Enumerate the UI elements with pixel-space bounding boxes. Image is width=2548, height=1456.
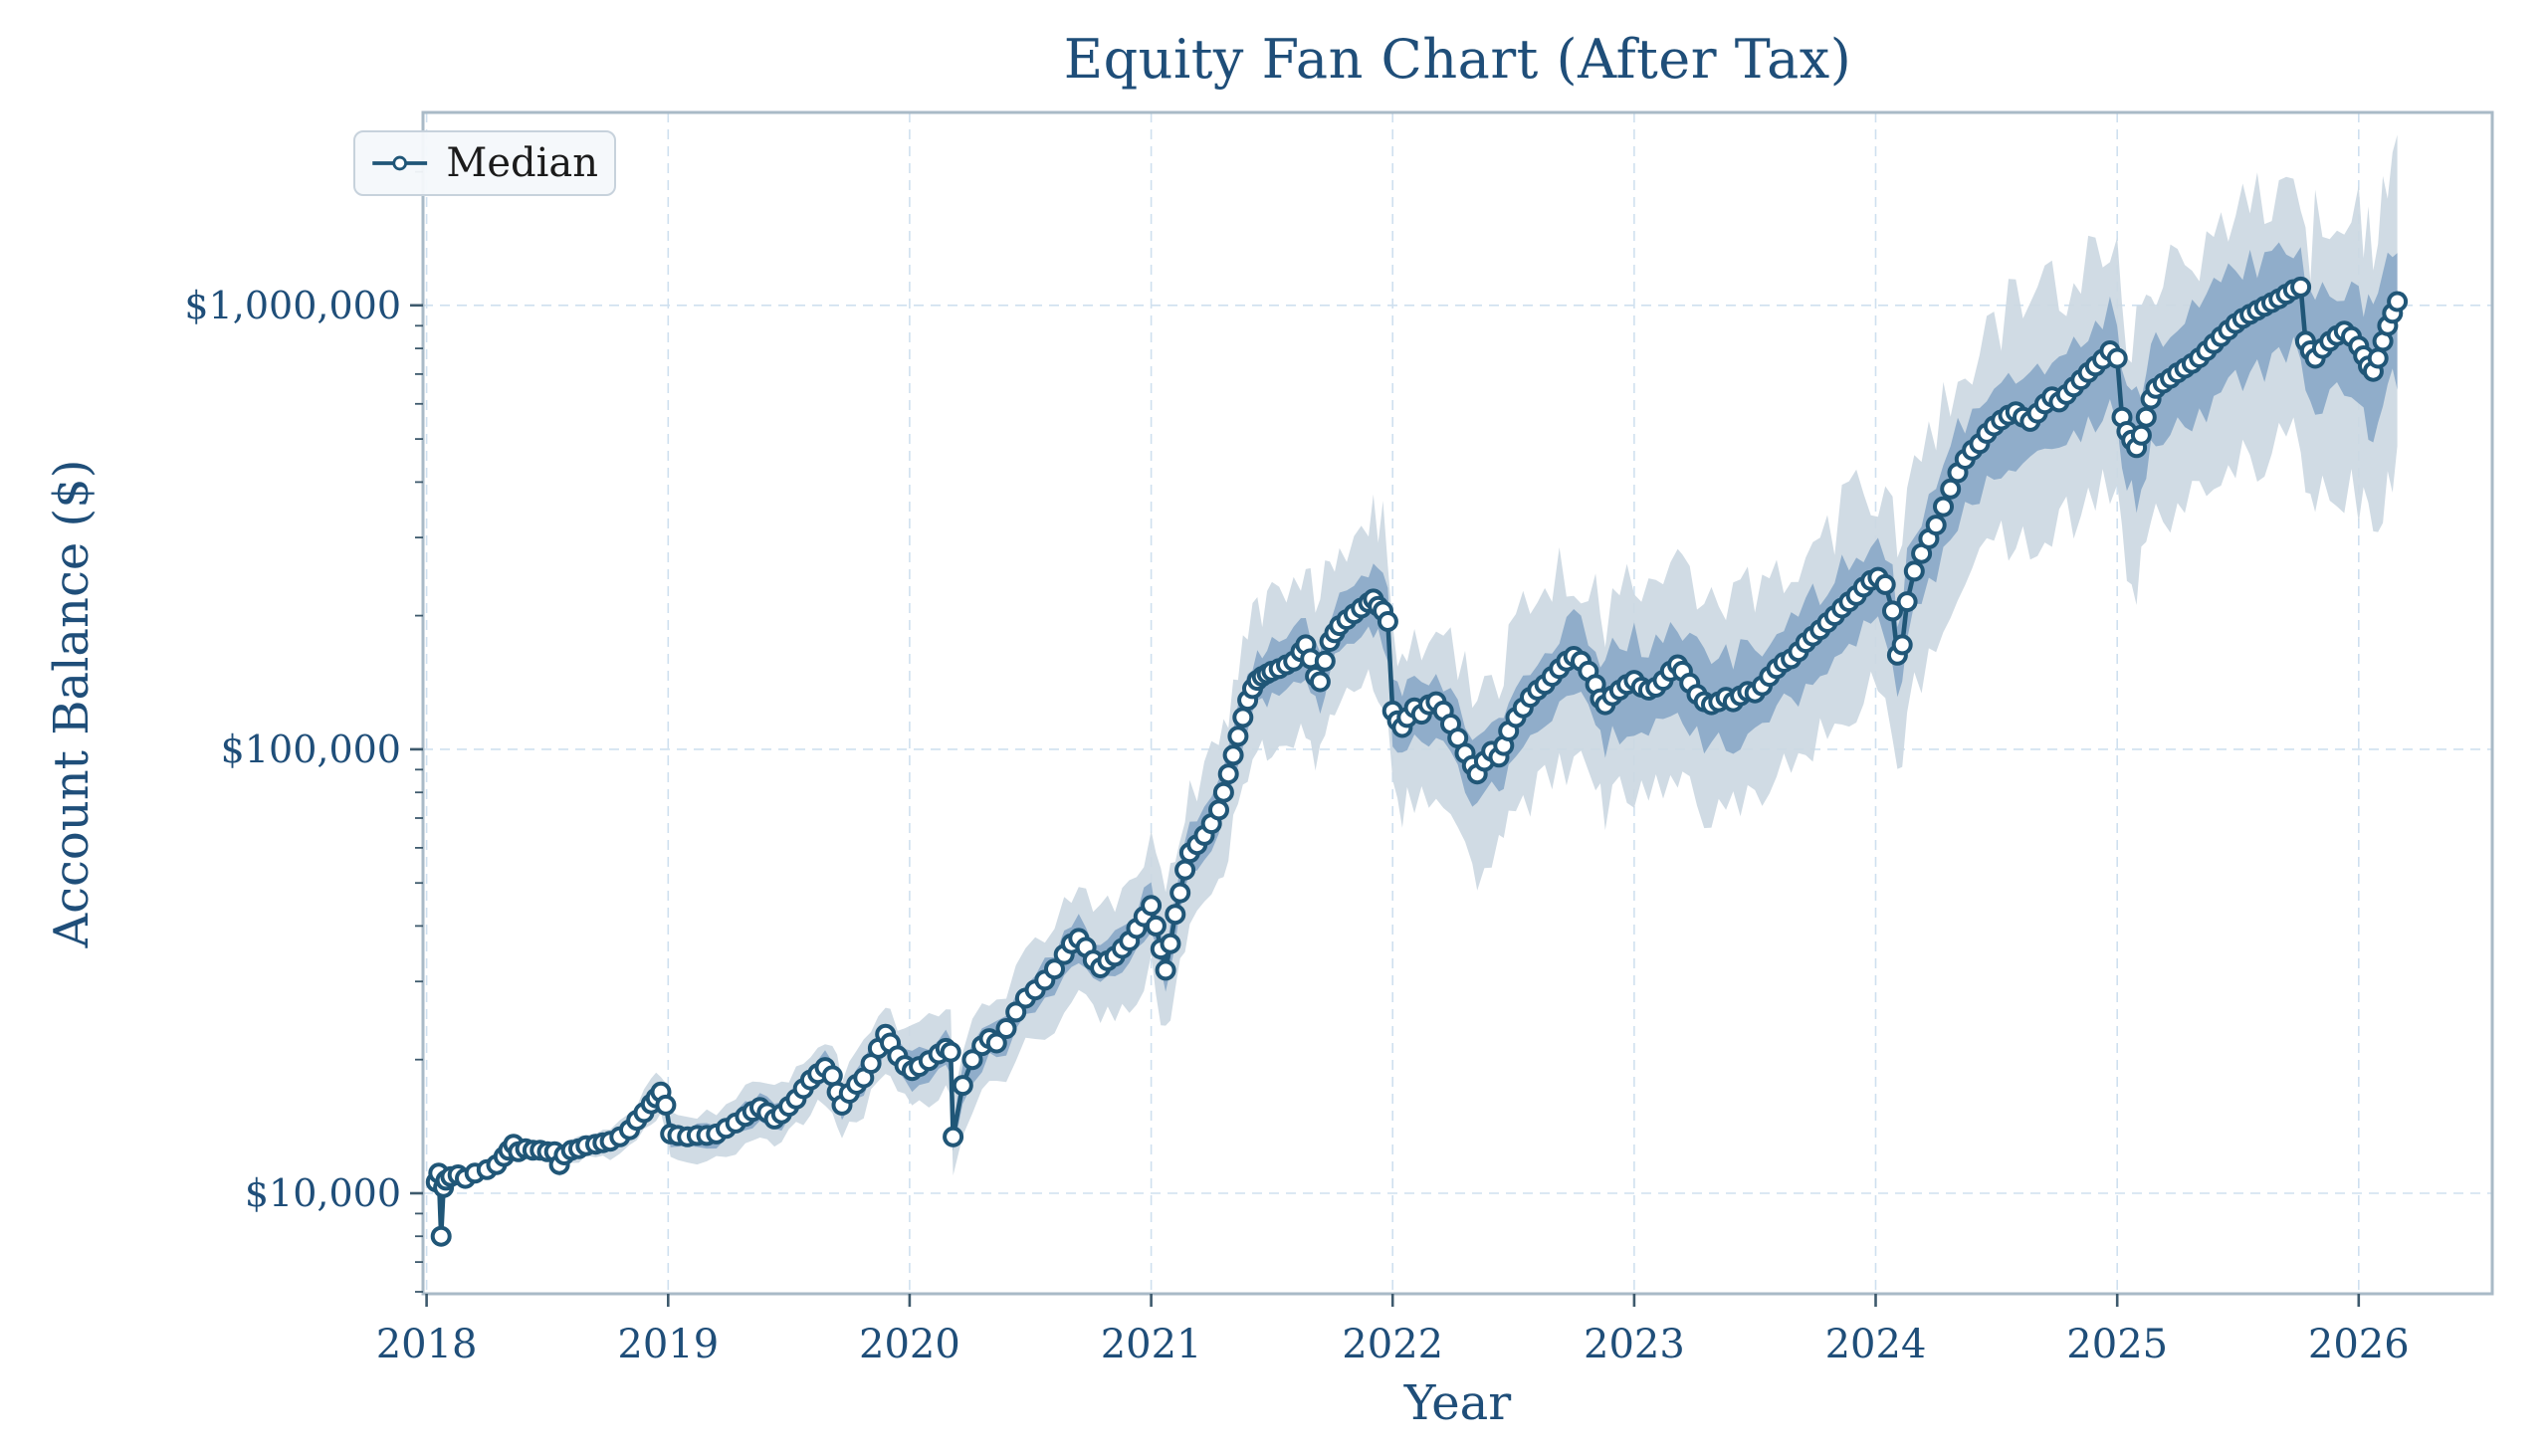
x-tick-label: 2020	[859, 1322, 960, 1367]
median-marker	[430, 1225, 452, 1247]
median-marker	[1160, 933, 1181, 954]
legend-item-median-label: Median	[446, 140, 598, 186]
median-marker	[952, 1075, 973, 1097]
x-tick-label: 2024	[1825, 1322, 1927, 1367]
median-marker	[1169, 882, 1191, 904]
median-marker	[1212, 781, 1234, 803]
median-marker	[1155, 959, 1176, 981]
median-marker	[1217, 763, 1239, 785]
median-marker	[961, 1049, 983, 1071]
median-marker	[985, 1032, 1007, 1054]
legend-median-line-icon	[372, 155, 428, 171]
y-tick-label: $1,000,000	[184, 284, 401, 327]
y-tick-label: $10,000	[245, 1171, 401, 1215]
x-tick-label: 2022	[1342, 1322, 1443, 1367]
tick-labels: 2018 2019 2020 2021 2022 2023 2024 2025 2026 $10,…	[184, 284, 2409, 1367]
median-marker	[2387, 291, 2409, 312]
median-marker	[943, 1126, 964, 1147]
x-tick-label: 2023	[1584, 1322, 1685, 1367]
x-tick-label: 2019	[617, 1322, 719, 1367]
median-marker	[1309, 671, 1331, 693]
median-marker	[655, 1094, 677, 1116]
median-marker	[1227, 726, 1249, 747]
median-marker	[1232, 707, 1254, 728]
median-marker	[1874, 573, 1896, 595]
median-marker	[1933, 496, 1954, 518]
fan-band-inner	[436, 242, 2398, 1237]
x-tick-label: 2025	[2066, 1322, 2168, 1367]
median-marker	[1882, 600, 1903, 622]
median-marker	[2106, 347, 2128, 369]
median-marker	[1208, 799, 1229, 821]
x-tick-label: 2021	[1101, 1322, 1202, 1367]
median-marker	[2367, 347, 2389, 369]
median-marker	[1005, 1001, 1027, 1023]
y-tick-label: $100,000	[221, 728, 401, 771]
x-tick-label: 2026	[2308, 1322, 2410, 1367]
median-marker	[2130, 424, 2152, 446]
median-marker	[1222, 744, 1244, 766]
median-marker	[821, 1065, 843, 1087]
median-marker	[1377, 611, 1398, 632]
median-marker	[2290, 276, 2312, 298]
median-marker	[1145, 915, 1167, 936]
axis-frame	[421, 110, 2494, 1296]
median-marker	[1314, 650, 1336, 672]
median-marker	[995, 1018, 1017, 1039]
legend: Median	[353, 130, 616, 196]
median-marker	[1940, 478, 1962, 500]
page-title: Equity Fan Chart (After Tax)	[1063, 28, 1852, 91]
x-tick-label: 2018	[376, 1322, 478, 1367]
median-marker	[1903, 560, 1925, 582]
median-marker	[1896, 591, 1918, 613]
median-marker	[1141, 895, 1163, 917]
median-marker	[1925, 515, 1947, 536]
median-marker	[940, 1041, 961, 1063]
median-marker	[1891, 634, 1913, 656]
median-marker	[2135, 406, 2157, 428]
median-marker	[1174, 859, 1196, 881]
x-axis-label: Year	[1403, 1375, 1512, 1431]
median-marker	[1165, 904, 1186, 926]
median-marker	[1044, 958, 1065, 980]
y-axis-label: Account Balance ($)	[44, 459, 100, 948]
